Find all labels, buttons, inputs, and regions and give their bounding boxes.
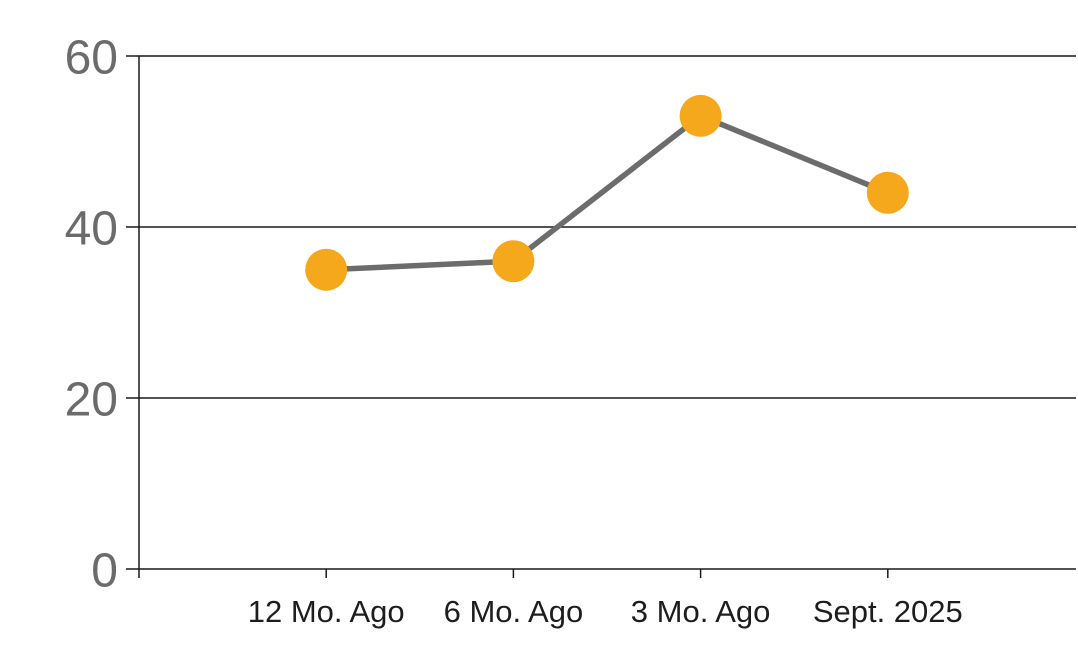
data-point-marker: [866, 171, 909, 214]
y-tick-label: 40: [65, 202, 118, 255]
data-point-marker: [679, 94, 722, 137]
y-tick-label: 20: [65, 373, 118, 426]
x-tick-label: Sept. 2025: [813, 594, 963, 629]
data-point-marker: [492, 240, 535, 283]
data-point-marker: [305, 248, 348, 291]
x-tick-label: 3 Mo. Ago: [631, 594, 771, 629]
y-tick-label: 0: [91, 544, 118, 597]
x-tick-label: 12 Mo. Ago: [248, 594, 405, 629]
series-line: [323, 113, 891, 273]
y-tick-label: 60: [65, 31, 118, 84]
x-tick-label: 6 Mo. Ago: [444, 594, 584, 629]
